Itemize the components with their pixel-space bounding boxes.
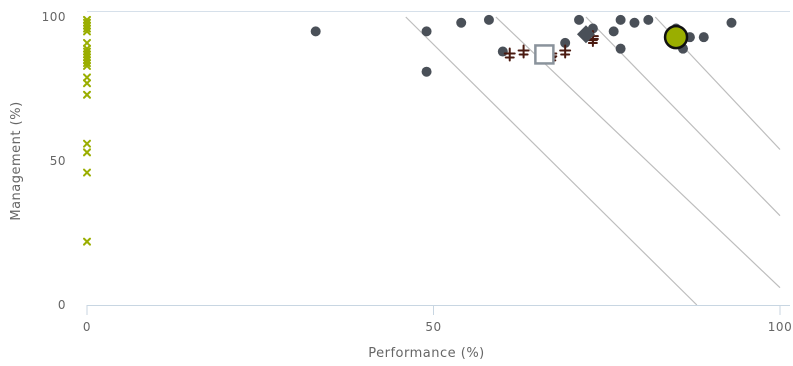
x-axis-title: Performance (%) xyxy=(368,346,485,361)
data-point-cross xyxy=(83,237,91,246)
x-tick-label: 50 xyxy=(425,320,441,334)
y-tick-label: 100 xyxy=(42,10,66,24)
data-point-circle xyxy=(643,14,654,25)
data-point-circle xyxy=(629,17,640,28)
data-point-cross xyxy=(83,27,91,36)
data-point-circle xyxy=(421,26,432,37)
data-point-circle xyxy=(560,37,571,48)
reference-lines xyxy=(405,16,781,306)
x-tick-label: 100 xyxy=(768,320,792,334)
data-point-circle xyxy=(615,43,626,54)
data-point-cross xyxy=(83,61,91,70)
data-point-cross xyxy=(83,148,91,157)
data-point-dagger xyxy=(517,44,530,59)
data-point-square xyxy=(534,44,555,65)
reference-line xyxy=(405,16,698,306)
x-axis-ticks: 0 50 100 xyxy=(83,305,792,334)
data-point-highlight xyxy=(663,24,689,50)
data-point-circle xyxy=(497,46,508,57)
data-point-circle xyxy=(608,26,619,37)
x-tick-label: 0 xyxy=(83,320,91,334)
data-point-circle xyxy=(615,14,626,25)
y-axis-title: Management (%) xyxy=(9,101,24,220)
y-axis-ticks: 0 50 100 xyxy=(42,10,66,312)
data-point-circle xyxy=(421,66,432,77)
data-point-dagger xyxy=(503,47,516,62)
data-point-circle xyxy=(310,26,321,37)
data-point-cross xyxy=(83,38,91,47)
data-point-circle xyxy=(574,14,585,25)
data-point-cross xyxy=(83,139,91,148)
y-tick-label: 50 xyxy=(50,154,66,168)
data-point-diamond xyxy=(576,25,595,44)
data-point-cross xyxy=(83,73,91,82)
y-tick-label: 0 xyxy=(58,298,66,312)
data-point-cross xyxy=(83,168,91,177)
data-point-cross xyxy=(83,90,91,99)
data-point-cross xyxy=(83,79,91,88)
data-point-circle xyxy=(726,17,737,28)
data-point-circle xyxy=(698,32,709,43)
data-points xyxy=(83,14,737,246)
data-point-circle xyxy=(456,17,467,28)
data-point-circle xyxy=(483,14,494,25)
data-point-dagger xyxy=(559,44,572,59)
